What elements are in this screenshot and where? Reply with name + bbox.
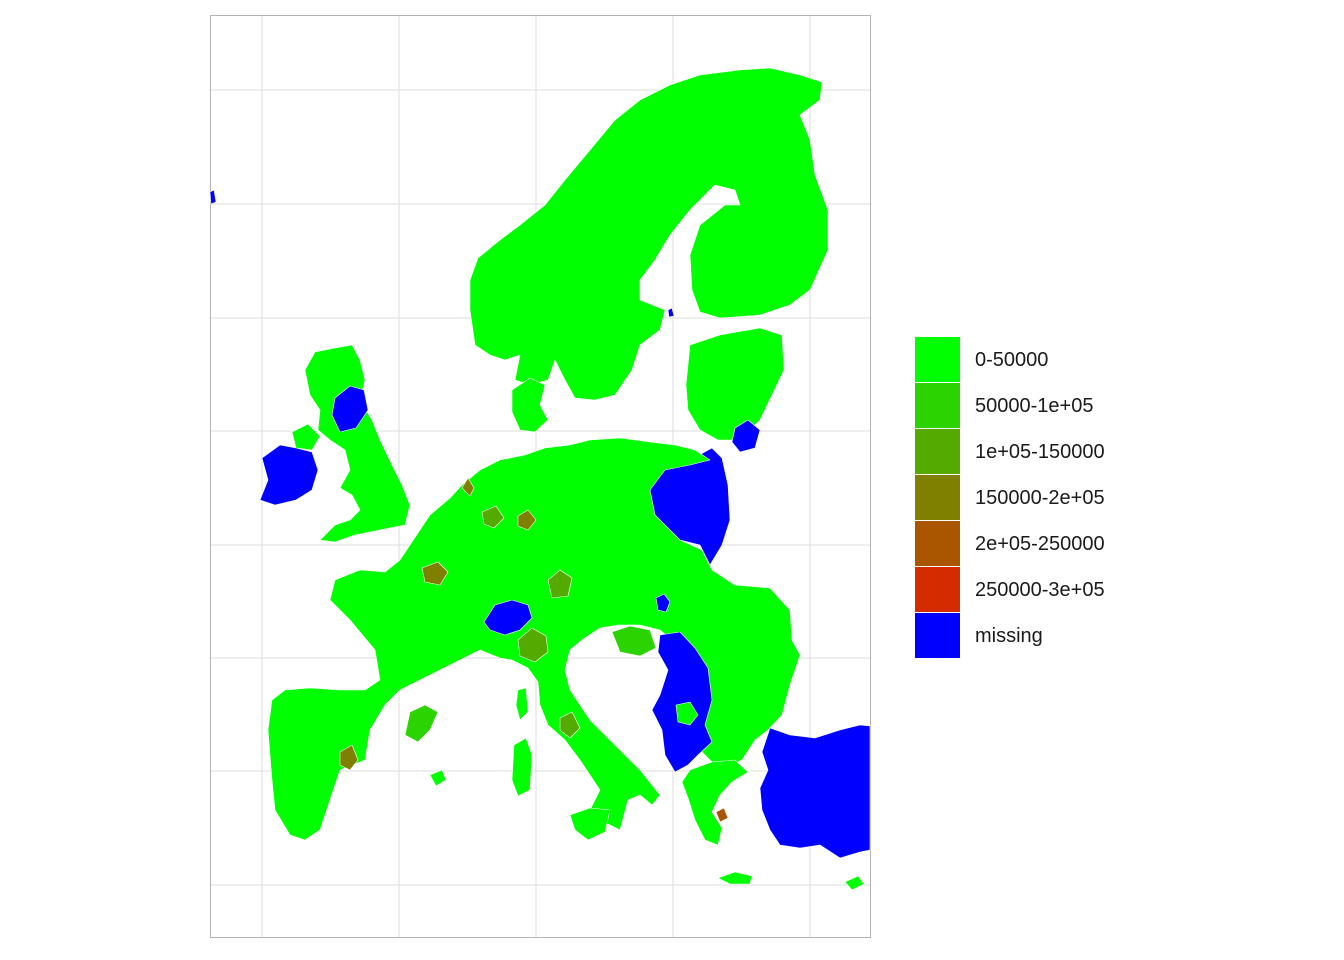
- legend-swatch: [915, 567, 960, 613]
- legend-item: missing: [915, 613, 1105, 659]
- legend-swatch: [915, 383, 960, 429]
- region-baltics: [685, 327, 785, 441]
- region-crete: [717, 871, 753, 885]
- region-scotland-missing: [331, 385, 369, 433]
- map-panel-border: [210, 15, 871, 938]
- legend-item: 250000-3e+05: [915, 567, 1105, 613]
- region-balearic: [429, 769, 447, 787]
- region-balkans-green-hole: [675, 701, 699, 726]
- legend-item: 150000-2e+05: [915, 475, 1105, 521]
- legend-label: 50000-1e+05: [975, 394, 1094, 417]
- region-hungary: [611, 625, 657, 657]
- region-sicily: [569, 807, 611, 841]
- region-scandinavia: [469, 67, 829, 401]
- region-lazio: [559, 711, 581, 739]
- legend-swatch: [915, 475, 960, 521]
- region-sardinia: [511, 737, 533, 797]
- legend-label: missing: [975, 624, 1043, 647]
- legend-label: 2e+05-250000: [975, 532, 1105, 555]
- legend-swatch: [915, 613, 960, 659]
- region-slovenia-missing: [655, 593, 671, 613]
- region-attica: [715, 807, 729, 823]
- legend-label: 0-50000: [975, 348, 1049, 371]
- region-netherlands: [461, 477, 475, 497]
- region-ruhr: [481, 505, 505, 529]
- legend-item: 1e+05-150000: [915, 429, 1105, 475]
- region-northern-ireland: [291, 423, 321, 451]
- region-switzerland-missing: [483, 599, 533, 636]
- region-lithuania-missing: [731, 419, 761, 453]
- legend-label: 250000-3e+05: [975, 578, 1105, 601]
- region-iceland-fragment: [209, 189, 217, 205]
- legend-swatch: [915, 337, 960, 383]
- legend-swatch: [915, 429, 960, 475]
- legend-label: 150000-2e+05: [975, 486, 1105, 509]
- legend-item: 2e+05-250000: [915, 521, 1105, 567]
- region-balkans-missing: [651, 631, 713, 773]
- region-cyprus: [844, 875, 865, 891]
- region-lombardy: [517, 627, 549, 663]
- legend-swatch: [915, 521, 960, 567]
- region-hesse: [517, 509, 537, 531]
- region-gotland: [667, 307, 675, 318]
- legend-item: 0-50000: [915, 337, 1105, 383]
- map-regions: [209, 67, 871, 891]
- legend-label: 1e+05-150000: [975, 440, 1105, 463]
- region-catalonia: [404, 704, 439, 743]
- region-ireland-missing: [259, 444, 319, 506]
- region-corsica: [515, 687, 529, 721]
- region-madrid: [339, 744, 359, 771]
- region-greece: [681, 759, 749, 846]
- region-bavaria: [547, 569, 573, 599]
- region-great-britain: [304, 344, 411, 543]
- region-ile-de-france: [421, 561, 449, 586]
- legend-item: 50000-1e+05: [915, 383, 1105, 429]
- region-turkey-missing: [759, 724, 871, 859]
- map-legend: 0-50000 50000-1e+05 1e+05-150000 150000-…: [915, 337, 1105, 659]
- region-denmark: [511, 377, 549, 433]
